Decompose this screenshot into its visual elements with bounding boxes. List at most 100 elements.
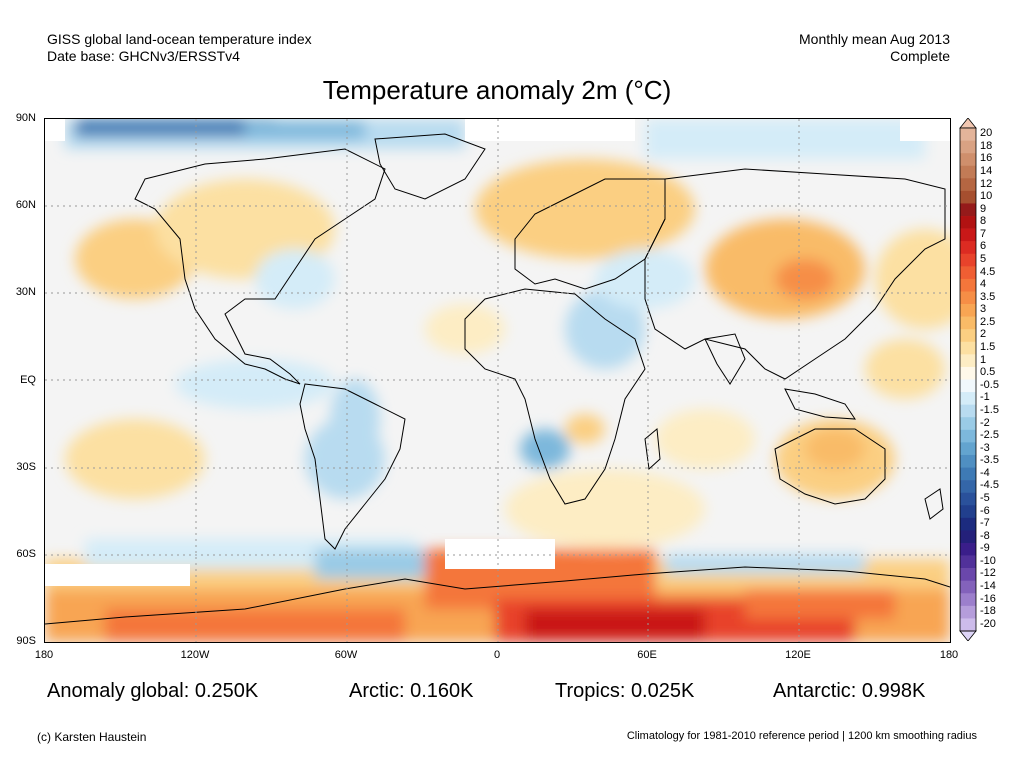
legend-swatch <box>960 228 976 242</box>
legend-label: -4 <box>980 466 990 479</box>
lat-label-90n: 90N <box>15 112 36 124</box>
legend-label: -2.5 <box>980 429 999 442</box>
legend-label: -3.5 <box>980 454 999 467</box>
legend-swatch <box>960 304 976 317</box>
legend-label: -1.5 <box>980 403 999 416</box>
legend-swatch <box>960 618 976 632</box>
color-legend <box>958 117 1018 642</box>
database-label: Date base: GHCNv3/ERSSTv4 <box>47 48 240 64</box>
lat-label-90s: 90S <box>16 635 36 647</box>
anomaly-arctic: Arctic: 0.160K <box>349 680 474 702</box>
legend-swatch <box>960 203 976 217</box>
graticule <box>45 119 950 642</box>
lon-label-120w: 120W <box>180 649 210 661</box>
legend-label: 3 <box>980 303 987 316</box>
legend-swatch <box>960 153 976 167</box>
legend-swatch <box>960 241 976 255</box>
legend-cap-bottom <box>959 630 977 642</box>
legend-label: -1 <box>980 391 990 404</box>
map-canvas <box>45 119 950 642</box>
legend-label: -10 <box>980 554 996 567</box>
legend-label: -18 <box>980 605 996 618</box>
legend-swatch <box>960 605 976 619</box>
legend-swatch <box>960 140 976 154</box>
temperature-anomaly-map <box>44 118 951 643</box>
climatology-note: Climatology for 1981-2010 reference peri… <box>626 730 977 742</box>
legend-swatch <box>960 178 976 192</box>
legend-swatch <box>960 392 976 405</box>
legend-label: 14 <box>980 165 993 177</box>
legend-swatch <box>960 266 976 280</box>
legend-swatch <box>960 341 976 355</box>
legend-swatch <box>960 442 976 456</box>
legend-swatch <box>960 165 976 179</box>
legend-label: 2.5 <box>980 315 996 328</box>
legend-swatch <box>960 480 976 493</box>
legend-label: -12 <box>980 567 996 580</box>
legend-swatch <box>960 555 976 569</box>
map-title: Temperature anomaly 2m (°C) <box>322 75 672 105</box>
legend-swatch <box>960 404 976 418</box>
legend-label: -7 <box>980 517 990 530</box>
dataset-title: GISS global land-ocean temperature index <box>47 31 312 47</box>
legend-label: 0.5 <box>980 366 996 379</box>
credit-text: (c) Karsten Haustein <box>37 730 147 744</box>
legend-label: 3.5 <box>980 290 996 303</box>
lon-label-180w: 180 <box>34 649 54 661</box>
lat-label-30n: 30N <box>15 286 36 298</box>
anomaly-field <box>45 119 950 642</box>
lon-label-120e: 120E <box>785 649 811 661</box>
legend-swatch <box>960 253 976 267</box>
legend-label: 9 <box>980 202 987 215</box>
legend-label: 12 <box>980 177 993 190</box>
legend-label: 6 <box>980 240 987 253</box>
legend-label: 4.5 <box>980 265 996 278</box>
legend-label: -9 <box>980 542 990 555</box>
coastlines <box>45 133 950 625</box>
legend-swatch <box>960 530 976 544</box>
legend-swatch <box>960 517 976 531</box>
anomaly-global: Anomaly global: 0.250K <box>47 680 259 702</box>
legend-swatch <box>960 454 976 468</box>
legend-label: -0.5 <box>980 378 999 391</box>
legend-swatch <box>960 354 976 368</box>
legend-label: 7 <box>980 227 987 240</box>
legend-bar <box>959 117 977 642</box>
lon-label-60w: 60W <box>334 649 358 661</box>
completeness-label: Complete <box>890 48 950 64</box>
legend-swatch <box>960 128 976 141</box>
legend-swatch <box>960 417 976 431</box>
legend-label: -20 <box>980 617 996 630</box>
legend-label: 1.5 <box>980 341 996 354</box>
legend-label: -8 <box>980 529 990 542</box>
legend-label: 10 <box>980 190 993 203</box>
legend-label: 5 <box>980 253 987 266</box>
lon-label-180e: 180 <box>939 649 959 661</box>
legend-label: -16 <box>980 592 996 605</box>
legend-swatch <box>960 291 976 305</box>
lat-label-60n: 60N <box>15 199 36 211</box>
legend-label: 1 <box>980 353 987 366</box>
lon-label-0: 0 <box>493 649 501 661</box>
legend-cap-top <box>959 117 977 129</box>
legend-swatch <box>960 278 976 292</box>
legend-swatch <box>960 316 976 330</box>
legend-swatch <box>960 190 976 204</box>
lat-label-30s: 30S <box>16 461 36 473</box>
legend-swatch <box>960 216 976 229</box>
legend-label: -14 <box>980 579 996 592</box>
legend-swatch <box>960 505 976 519</box>
legend-swatch <box>960 492 976 506</box>
legend-swatch <box>960 429 976 443</box>
legend-label: -5 <box>980 491 990 504</box>
anomaly-tropics: Tropics: 0.025K <box>555 680 695 702</box>
legend-swatch <box>960 379 976 393</box>
lon-label-60e: 60E <box>637 649 657 661</box>
legend-border <box>959 127 977 632</box>
legend-label: -3 <box>980 441 990 454</box>
legend-label: 16 <box>980 152 993 165</box>
legend-swatch <box>960 329 976 343</box>
legend-swatch <box>960 568 976 581</box>
no-data-areas <box>45 119 950 586</box>
legend-label: 8 <box>980 215 987 228</box>
